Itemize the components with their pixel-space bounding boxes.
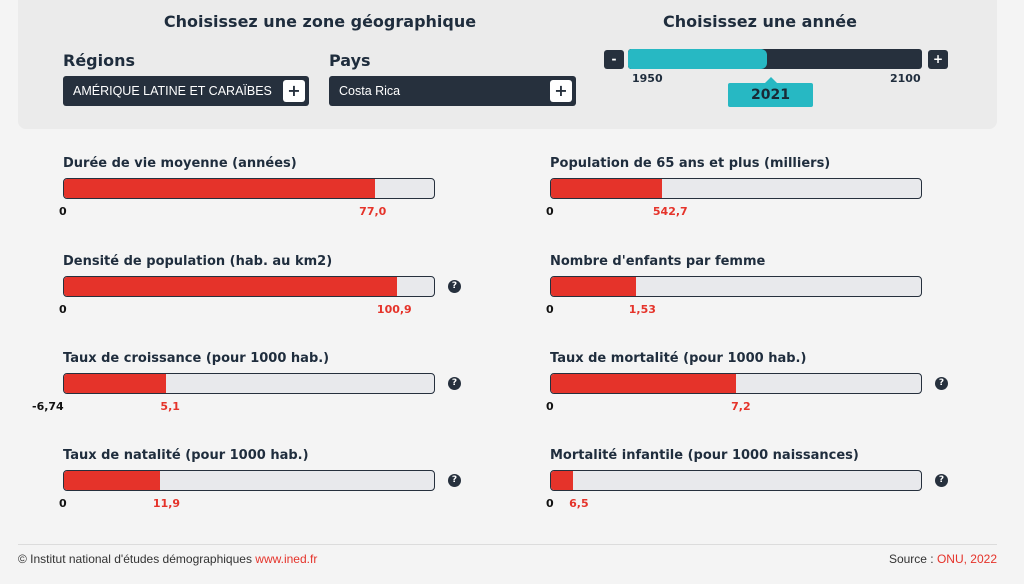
indicator-2: Densité de population (hab. au km2) 0 100,… [59,254,513,316]
indicator-label: Taux de natalité (pour 1000 hab.) [63,448,309,463]
indicator-label: Taux de croissance (pour 1000 hab.) [63,351,330,366]
source-prefix: Source : [888,552,937,566]
indicator-bar-fill [551,277,637,296]
indicator-label: Taux de mortalité (pour 1000 hab.) [550,351,807,366]
indicator-min-value: 0 [546,400,554,413]
help-icon[interactable]: ? [448,280,461,293]
indicator-min-value: 0 [546,205,554,218]
indicator-min-value: 0 [546,497,554,510]
year-slider-track[interactable] [628,49,922,69]
indicator-min-value: -6,74 [32,400,64,413]
ined-link[interactable]: www.ined.fr [255,552,318,566]
help-icon[interactable]: ? [935,377,948,390]
pays-plus-button[interactable]: + [550,80,572,102]
indicator-bar [550,178,922,199]
indicator-current-value: 1,53 [628,303,656,316]
indicator-current-value: 6,5 [569,497,589,510]
indicator-min-value: 0 [546,303,554,316]
help-icon[interactable]: ? [935,474,948,487]
indicator-4: Taux de croissance (pour 1000 hab.) -6,74… [32,351,513,413]
indicator-current-value: 542,7 [652,205,688,218]
indicator-bar-fill [551,471,574,490]
copyright-text: © Institut national d'études démographiq… [18,552,256,566]
year-max-label: 2100 [890,72,921,85]
indicator-bar-fill [64,277,397,296]
indicator-bar-fill [64,471,161,490]
indicator-label: Densité de population (hab. au km2) [63,254,333,269]
year-slider-handle[interactable]: 2021 [728,77,813,107]
indicator-bar [63,373,435,394]
indicator-bar [550,470,922,491]
indicator-current-value: 100,9 [376,303,412,316]
indicator-min-value: 0 [59,303,67,316]
year-increment-button[interactable]: + [928,50,948,69]
pays-label: Pays [329,51,371,70]
region-select[interactable]: AMÉRIQUE LATINE ET CARAÏBES + [63,76,309,106]
help-icon[interactable]: ? [448,377,461,390]
year-min-label: 1950 [632,72,663,85]
indicator-min-value: 0 [59,205,67,218]
indicator-0: Durée de vie moyenne (années) 0 77,0 [59,156,513,218]
help-icon[interactable]: ? [448,474,461,487]
indicator-bar-fill [64,374,166,393]
regions-label: Régions [63,51,136,70]
year-slider-fill [628,49,768,69]
indicator-current-value: 7,2 [731,400,751,413]
footer-divider [18,544,997,545]
indicator-label: Nombre d'enfants par femme [550,254,766,269]
footer-credit: © Institut national d'études démographiq… [18,552,317,566]
indicator-bar-fill [64,179,375,198]
indicator-current-value: 5,1 [160,400,180,413]
indicator-bar [63,470,435,491]
indicator-bar [550,373,922,394]
indicator-bar [63,276,435,297]
indicator-3: Nombre d'enfants par femme 0 1,53 [546,254,1000,316]
year-decrement-button[interactable]: - [604,50,624,69]
indicator-label: Mortalité infantile (pour 1000 naissance… [550,448,859,463]
indicator-current-value: 77,0 [359,205,387,218]
footer-source: Source : ONU, 2022 [889,552,997,566]
pays-value: Costa Rica [339,84,401,98]
source-link[interactable]: ONU, 2022 [936,552,997,566]
indicator-bar [550,276,922,297]
zone-title: Choisissez une zone géographique [163,12,477,31]
indicator-min-value: 0 [59,497,67,510]
year-title: Choisissez une année [663,12,857,31]
indicator-bar [63,178,435,199]
indicator-7: Mortalité infantile (pour 1000 naissance… [546,448,1000,510]
region-plus-button[interactable]: + [283,80,305,102]
indicator-label: Durée de vie moyenne (années) [63,156,297,171]
indicator-bar-fill [551,179,662,198]
indicator-5: Taux de mortalité (pour 1000 hab.) 0 7,2? [546,351,1000,413]
pays-select[interactable]: Costa Rica + [329,76,576,106]
indicator-bar-fill [551,374,736,393]
indicator-label: Population de 65 ans et plus (milliers) [550,156,831,171]
indicator-1: Population de 65 ans et plus (milliers) 0… [546,156,1000,218]
region-value: AMÉRIQUE LATINE ET CARAÏBES [73,84,272,98]
indicator-current-value: 11,9 [152,497,181,510]
indicator-6: Taux de natalité (pour 1000 hab.) 0 11,9? [59,448,513,510]
